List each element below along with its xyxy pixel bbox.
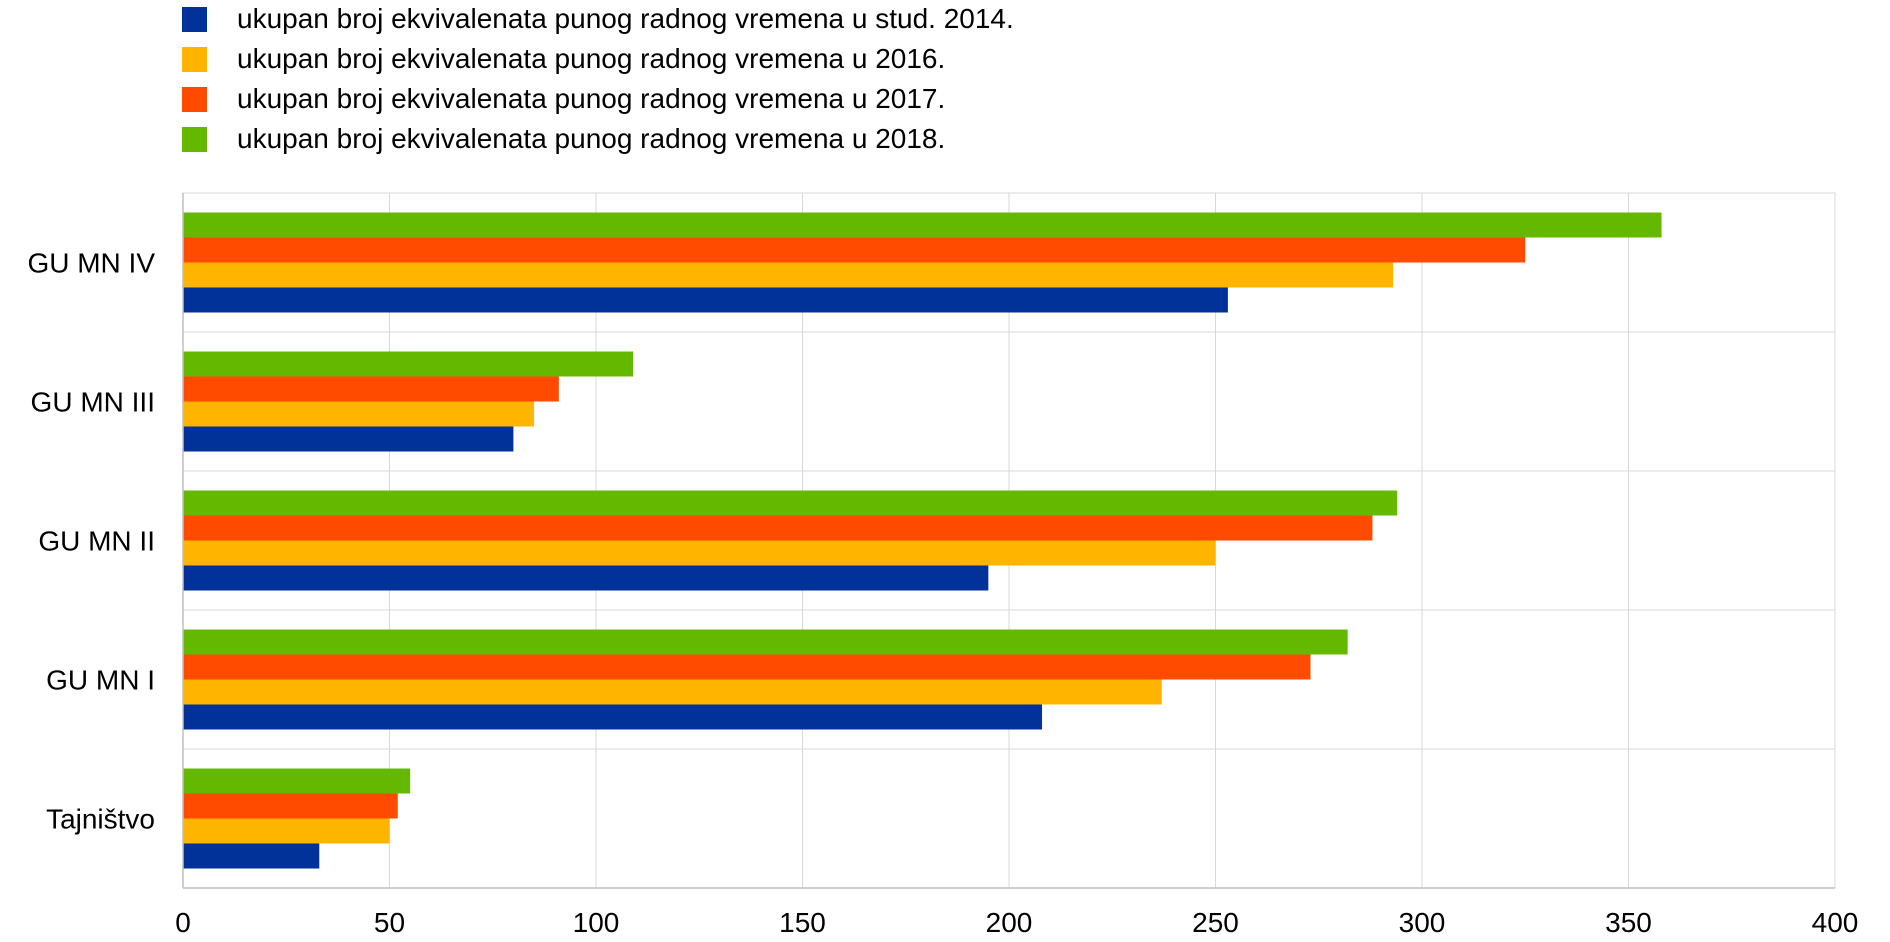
x-tick-label-8: 400 xyxy=(1812,907,1859,938)
bar-1-3 xyxy=(183,351,634,377)
category-label-2: GU MN II xyxy=(38,526,155,557)
category-label-3: GU MN I xyxy=(46,665,155,696)
x-tick-label-2: 100 xyxy=(573,907,620,938)
bar-4-0 xyxy=(183,843,320,869)
bar-3-1 xyxy=(183,679,1162,705)
bar-1-0 xyxy=(183,426,514,452)
legend-swatch-2 xyxy=(182,87,207,112)
x-tick-label-6: 300 xyxy=(1399,907,1446,938)
bar-0-2 xyxy=(183,237,1526,263)
bar-0-3 xyxy=(183,212,1662,238)
x-tick-label-1: 50 xyxy=(374,907,405,938)
x-tick-label-0: 0 xyxy=(175,907,191,938)
legend-label-3: ukupan broj ekvivalenata punog radnog vr… xyxy=(237,123,945,154)
bar-0-1 xyxy=(183,262,1394,288)
bar-4-1 xyxy=(183,818,390,844)
bar-2-3 xyxy=(183,490,1398,516)
legend-label-1: ukupan broj ekvivalenata punog radnog vr… xyxy=(237,43,945,74)
category-label-4: Tajništvo xyxy=(46,804,155,835)
x-tick-label-3: 150 xyxy=(779,907,826,938)
bar-1-1 xyxy=(183,401,535,427)
legend-label-0: ukupan broj ekvivalenata punog radnog vr… xyxy=(237,3,1014,34)
x-tick-label-4: 200 xyxy=(986,907,1033,938)
x-tick-label-7: 350 xyxy=(1605,907,1652,938)
category-label-0: GU MN IV xyxy=(27,248,155,279)
plot-area: 0 50 100 150 200 250 300 350 400 GU MN IV GU MN II… xyxy=(27,192,1859,938)
legend-swatch-0 xyxy=(182,7,207,32)
bar-4-3 xyxy=(183,768,411,794)
bar-2-2 xyxy=(183,515,1373,541)
bar-1-2 xyxy=(183,376,559,402)
bar-0-0 xyxy=(183,287,1228,313)
bar-2-1 xyxy=(183,540,1216,566)
bar-3-0 xyxy=(183,704,1043,730)
legend-label-2: ukupan broj ekvivalenata punog radnog vr… xyxy=(237,83,945,114)
bar-4-2 xyxy=(183,793,398,819)
legend: ukupan broj ekvivalenata punog radnog vr… xyxy=(182,3,1014,154)
bar-3-2 xyxy=(183,654,1311,680)
bar-2-0 xyxy=(183,565,989,591)
legend-swatch-3 xyxy=(182,127,207,152)
category-label-1: GU MN III xyxy=(31,387,155,418)
x-tick-label-5: 250 xyxy=(1192,907,1239,938)
legend-swatch-1 xyxy=(182,47,207,72)
bar-3-3 xyxy=(183,629,1348,655)
